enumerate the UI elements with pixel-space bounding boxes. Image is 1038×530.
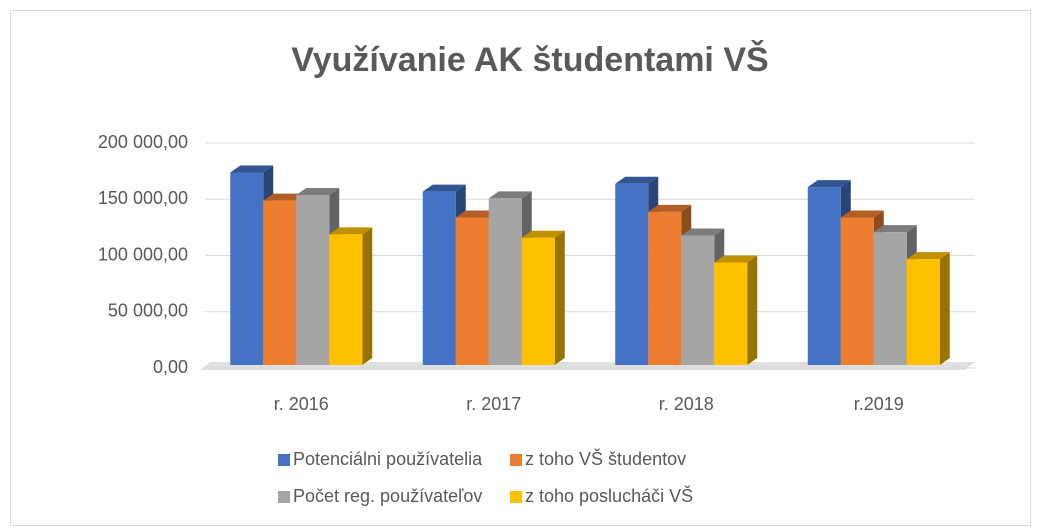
y-tick-label: 150 000,00	[98, 188, 188, 208]
bar	[615, 183, 649, 365]
bar	[488, 198, 522, 365]
bar-top	[906, 252, 950, 260]
bar	[840, 217, 874, 365]
bar-top	[873, 225, 917, 233]
bar-top	[455, 210, 499, 218]
y-tick-label: 100 000,00	[98, 244, 188, 264]
bar-top	[681, 228, 725, 236]
chart-title: Využívanie AK študentami VŠ	[291, 40, 768, 79]
bar	[681, 235, 715, 365]
legend-swatch	[278, 454, 290, 466]
legend-label: Počet reg. používateľov	[293, 486, 482, 506]
bar	[906, 259, 940, 365]
bar-top	[263, 193, 307, 201]
x-tick-label: r. 2017	[466, 394, 521, 414]
legend-label: z toho poslucháči VŠ	[525, 485, 693, 506]
bar	[296, 195, 330, 365]
legend-swatch	[510, 491, 522, 503]
legend-swatch	[278, 491, 290, 503]
bar-top	[714, 255, 758, 263]
bar-top	[615, 176, 659, 184]
x-tick-label: r.2019	[854, 394, 904, 414]
bar	[873, 232, 907, 365]
legend-label: z toho VŠ študentov	[525, 448, 686, 469]
bar	[807, 187, 841, 365]
y-tick-label: 50 000,00	[108, 301, 188, 321]
x-tick-label: r. 2018	[659, 394, 714, 414]
bar-top	[648, 204, 692, 212]
y-tick-label: 200 000,00	[98, 132, 188, 152]
bar-top	[422, 184, 466, 192]
legend-swatch	[510, 454, 522, 466]
bar-side	[747, 255, 758, 365]
y-tick-label: 0,00	[153, 357, 188, 377]
bar	[230, 172, 264, 365]
bar-side	[939, 252, 950, 365]
bar-side	[362, 227, 373, 365]
bar-top	[521, 230, 565, 238]
bar-side	[554, 230, 565, 365]
bar	[263, 200, 297, 365]
legend-label: Potenciálni používatelia	[293, 449, 483, 469]
bar-top	[488, 191, 532, 199]
x-tick-label: r. 2016	[274, 394, 329, 414]
bar	[455, 217, 489, 365]
bar-top	[329, 227, 373, 235]
bar-top	[840, 210, 884, 218]
bar-top	[230, 165, 274, 173]
bar-top	[807, 180, 851, 188]
bar-top	[296, 188, 340, 195]
bar	[648, 211, 682, 365]
bar	[422, 191, 456, 365]
bar	[329, 234, 363, 365]
bar	[521, 237, 555, 365]
bar	[714, 262, 748, 365]
